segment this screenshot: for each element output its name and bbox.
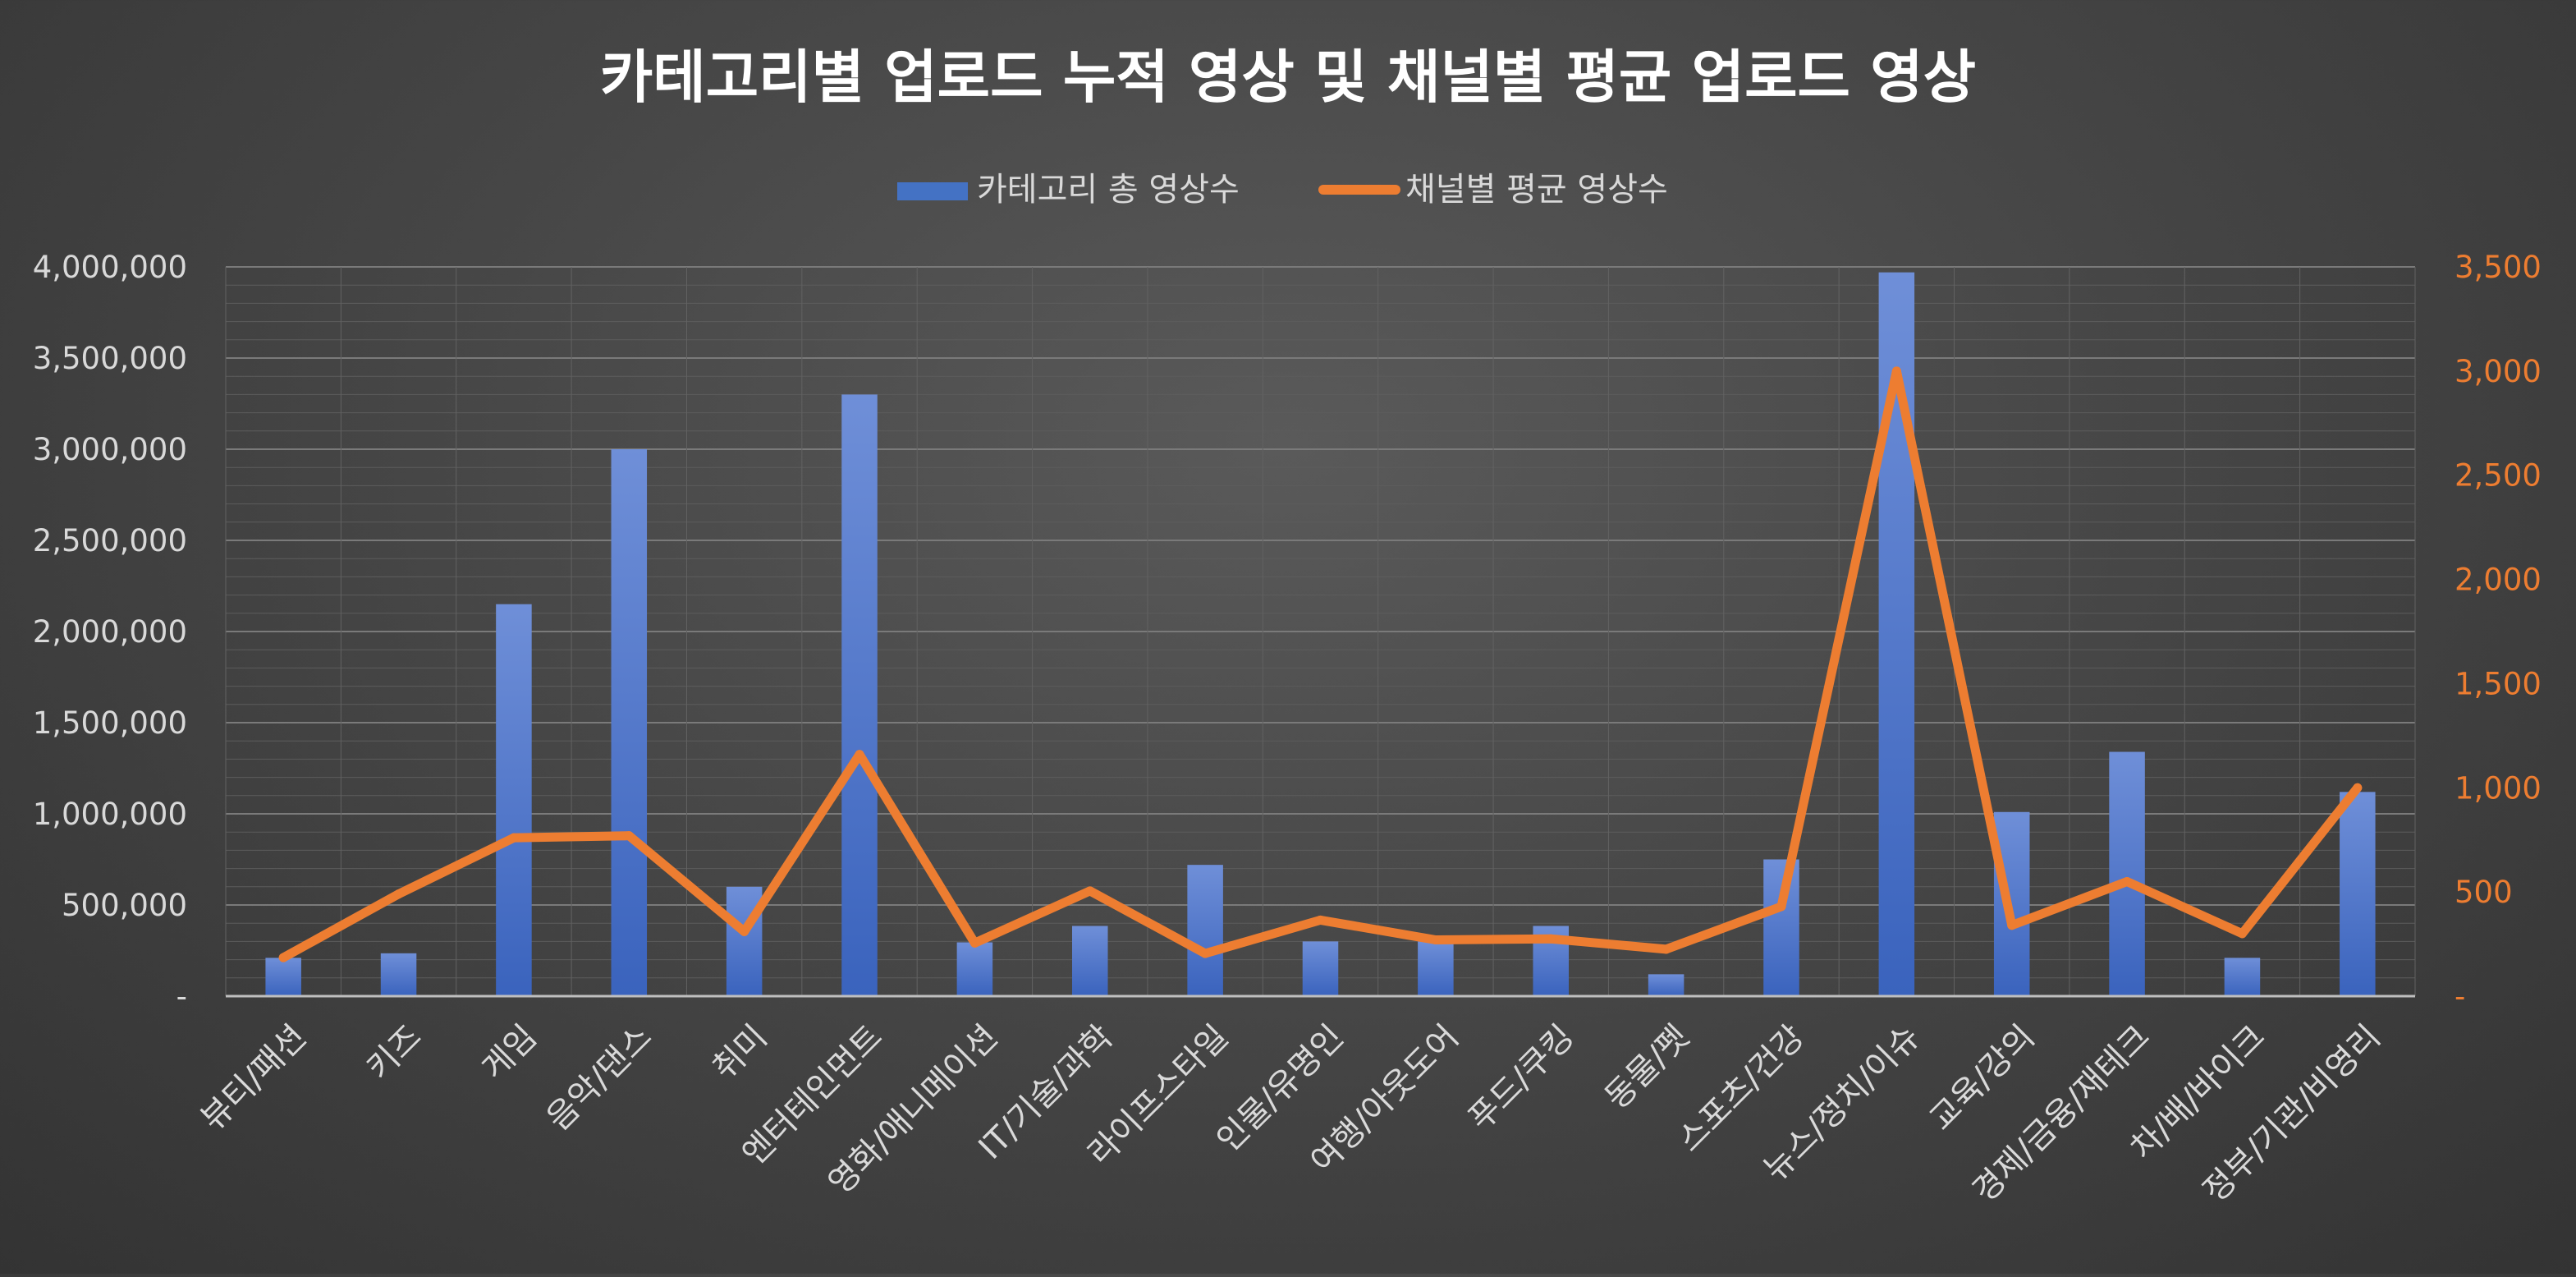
x-tick-label: 취미 [705, 1018, 775, 1088]
y-right-tick-label: 2,500 [2455, 458, 2542, 494]
x-tick-label: 키즈 [360, 1018, 429, 1088]
x-tick-label: 뷰티/패션 [194, 1018, 314, 1138]
line-point [855, 750, 864, 760]
line-point [969, 938, 979, 948]
y-right-tick-label: 1,500 [2455, 666, 2542, 701]
bar [1763, 859, 1799, 996]
bar [380, 953, 417, 996]
legend: 카테고리 총 영상수 채널별 평균 영상수 [897, 171, 1668, 209]
bar [2109, 751, 2145, 996]
y-right-tick-label: 3,500 [2455, 250, 2542, 285]
bar [1187, 865, 1223, 996]
gridlines [225, 266, 2416, 996]
bar [841, 394, 878, 996]
line-point [2237, 929, 2247, 939]
x-tick-label: 음악/댄스 [539, 1018, 659, 1138]
bar [2224, 958, 2261, 996]
bar [1302, 941, 1339, 996]
line-series [278, 366, 2363, 962]
y-left-tick-label: 3,000,000 [33, 432, 187, 467]
line-point [2353, 783, 2363, 792]
bar [956, 942, 993, 996]
line-point [1546, 934, 1556, 944]
series-line [278, 366, 2363, 962]
line-point [509, 833, 519, 843]
legend-label-line: 채널별 평균 영상수 [1405, 171, 1668, 209]
line-point [624, 831, 634, 841]
y-right-tick-label: 3,000 [2455, 354, 2542, 389]
bar [1648, 974, 1684, 996]
bar [611, 449, 648, 996]
x-tick-label: 게임 [474, 1018, 544, 1088]
x-tick-label: 교육/강의 [1923, 1018, 2042, 1138]
y-left-tick-label: 1,000,000 [33, 797, 187, 832]
line-point [1891, 366, 1901, 376]
line-point [1776, 902, 1786, 912]
y-left-tick-label: 2,500,000 [33, 523, 187, 558]
chart-title: 카테고리별 업로드 누적 영상 및 채널별 평균 업로드 영상 [600, 44, 1976, 111]
bar [726, 886, 763, 996]
y-right-tick-label: - [2455, 979, 2465, 1014]
y-right-tick-label: 2,000 [2455, 563, 2542, 598]
y-left-tick-label: 2,000,000 [33, 614, 187, 650]
line-point [2122, 876, 2132, 886]
x-tick-label: 동물/펫 [1598, 1018, 1697, 1117]
line-point [1085, 886, 1095, 896]
y-left-tick-label: 1,500,000 [33, 705, 187, 741]
bar [1072, 926, 1108, 996]
line-point [278, 953, 288, 962]
bar [1418, 941, 1454, 996]
y-axis-left-ticks: - 500,000 1,000,000 1,500,000 2,000,000 2,500… [33, 250, 187, 1014]
x-tick-label: 푸드/쿠킹 [1461, 1018, 1581, 1138]
y-axis-right-ticks: - 500 1,000 1,500 2,000 2,500 3,000 3,500 [2455, 250, 2542, 1014]
y-left-tick-label: - [176, 979, 187, 1014]
legend-label-bar: 카테고리 총 영상수 [977, 171, 1240, 209]
bar [265, 958, 301, 996]
y-right-tick-label: 500 [2455, 875, 2513, 910]
y-left-tick-label: 4,000,000 [33, 250, 187, 285]
line-point [740, 926, 749, 936]
y-left-tick-label: 3,500,000 [33, 341, 187, 376]
line-point [2007, 921, 2017, 930]
legend-swatch-bar [897, 182, 968, 200]
line-point [1431, 935, 1441, 944]
line-point [1316, 915, 1325, 925]
bar [2340, 792, 2376, 996]
y-right-tick-label: 1,000 [2455, 770, 2542, 806]
line-point [1662, 944, 1671, 954]
line-point [394, 889, 404, 899]
bar-series [265, 272, 2376, 996]
line-point [1200, 949, 1210, 958]
bar [496, 604, 532, 996]
y-left-tick-label: 500,000 [62, 888, 187, 923]
